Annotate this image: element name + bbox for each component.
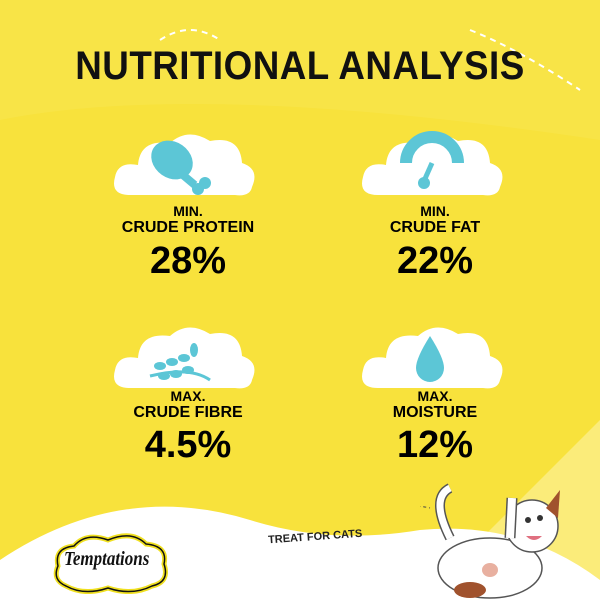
cloud xyxy=(114,134,255,196)
nutrient-value: 28% xyxy=(149,240,227,282)
wheat-icon xyxy=(149,343,211,382)
nutrient-name: MOISTURE xyxy=(392,404,478,421)
nutrient-qualifier: MIN. xyxy=(173,203,203,219)
cat-illustration xyxy=(420,483,560,599)
cloud xyxy=(362,131,503,196)
nutrient-value: 12% xyxy=(396,424,474,466)
brand-logo xyxy=(53,533,168,594)
page-title: NUTRITIONAL ANALYSIS xyxy=(75,44,525,88)
nutrient-qualifier: MIN. xyxy=(420,203,450,219)
brand-name: Temptations xyxy=(64,548,150,570)
nutrient-value: 4.5% xyxy=(144,424,232,466)
nutrient-name: CRUDE FIBRE xyxy=(133,404,243,421)
cloud xyxy=(362,327,503,389)
nutrient-name: CRUDE PROTEIN xyxy=(121,219,255,236)
nutrient-qualifier: MAX. xyxy=(170,388,206,404)
gauge-icon xyxy=(400,131,464,189)
cloud xyxy=(114,327,255,389)
water-drop-icon xyxy=(416,336,444,382)
nutrient-name: CRUDE FAT xyxy=(389,219,481,236)
chicken-leg-icon xyxy=(151,140,211,195)
nutrient-value: 22% xyxy=(396,240,474,282)
nutrient-qualifier: MAX. xyxy=(417,388,453,404)
